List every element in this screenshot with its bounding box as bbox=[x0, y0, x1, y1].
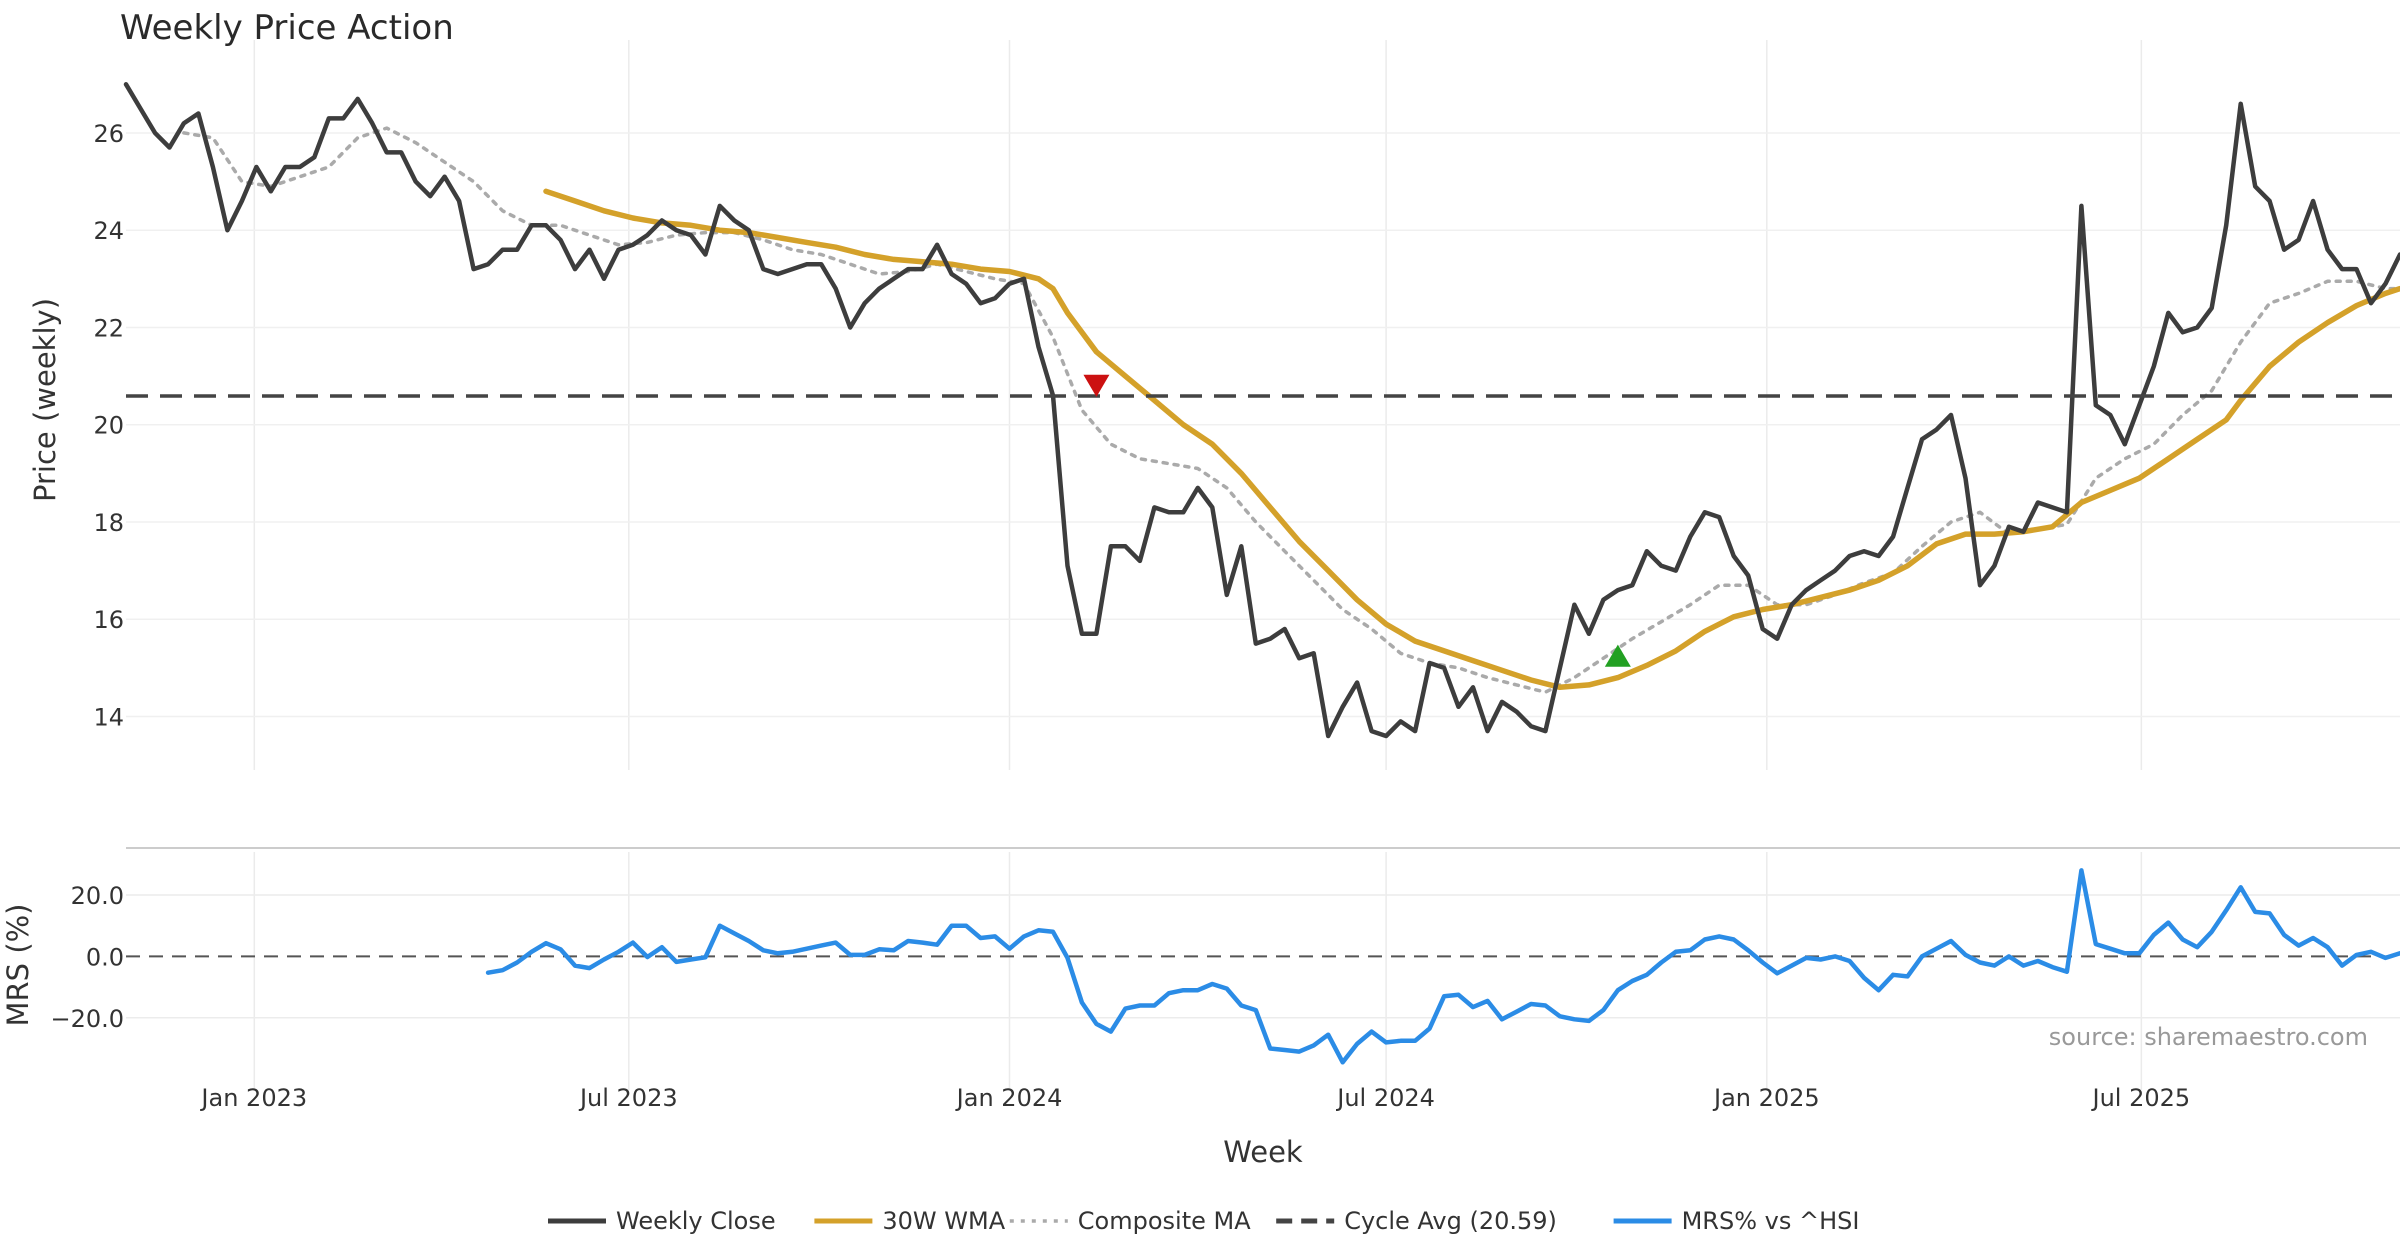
legend-item-weekly-close: Weekly Close bbox=[548, 1207, 776, 1235]
x-tick-label: Jul 2023 bbox=[578, 1084, 678, 1112]
price-y-tick-label: 18 bbox=[93, 509, 124, 537]
30w-wma-line bbox=[543, 188, 2400, 691]
mrs-series-group bbox=[485, 868, 2400, 1065]
mrs-y-tick-label: −20.0 bbox=[50, 1005, 124, 1033]
sell-signal-marker bbox=[1083, 374, 1110, 397]
legend-item-cycle-avg-20-59: Cycle Avg (20.59) bbox=[1276, 1207, 1557, 1235]
price-y-tick-label: 16 bbox=[93, 606, 124, 634]
price-panel-gridlines bbox=[126, 40, 2400, 770]
legend-item-mrs-vs-hsi: MRS% vs ^HSI bbox=[1613, 1207, 1860, 1235]
x-tick-label: Jan 2025 bbox=[1712, 1084, 1820, 1112]
price-y-tick-label: 26 bbox=[93, 120, 124, 148]
legend-label: MRS% vs ^HSI bbox=[1682, 1207, 1860, 1235]
legend-label: 30W WMA bbox=[882, 1207, 1005, 1235]
mrs-y-tick-label: 0.0 bbox=[86, 943, 124, 971]
legend-label: Cycle Avg (20.59) bbox=[1344, 1207, 1557, 1235]
x-tick-label: Jan 2023 bbox=[199, 1084, 307, 1112]
x-tick-labels: Jan 2023 Jul 2023 Jan 2024 Jul 2024 Jan 2025… bbox=[199, 1084, 2190, 1112]
price-y-tick-label: 20 bbox=[93, 412, 124, 440]
chart-title: Weekly Price Action bbox=[120, 8, 454, 48]
price-series-group bbox=[123, 82, 2400, 739]
legend-item-30w-wma: 30W WMA bbox=[814, 1207, 1006, 1235]
price-y-axis-title: Price (weekly) bbox=[28, 298, 62, 502]
price-y-tick-labels: 14 16 18 20 22 24 26 bbox=[93, 120, 124, 732]
legend-label: Composite MA bbox=[1078, 1207, 1251, 1235]
mrs-y-tick-labels: −20.0 0.0 20.0 bbox=[50, 882, 124, 1033]
legend-item-composite-ma: Composite MA bbox=[1009, 1207, 1251, 1235]
signal-markers bbox=[1083, 374, 1631, 667]
price-y-tick-label: 24 bbox=[93, 217, 124, 245]
price-y-tick-label: 14 bbox=[93, 704, 124, 732]
mrs-vs-hsi-line bbox=[485, 868, 2400, 1065]
buy-signal-marker bbox=[1604, 644, 1631, 667]
x-axis-title: Week bbox=[1223, 1135, 1303, 1169]
x-tick-label: Jan 2024 bbox=[955, 1084, 1063, 1112]
mrs-panel-gridlines bbox=[126, 852, 2400, 1090]
legend: Weekly Close 30W WMA Composite MA Cycle Avg… bbox=[548, 1207, 1859, 1235]
weekly-close-line bbox=[123, 82, 2400, 739]
composite-ma-line bbox=[182, 126, 2400, 694]
legend-label: Weekly Close bbox=[616, 1207, 776, 1235]
x-tick-label: Jul 2024 bbox=[1335, 1084, 1435, 1112]
source-annotation: source: sharemaestro.com bbox=[2049, 1023, 2368, 1051]
mrs-y-axis-title: MRS (%) bbox=[1, 904, 35, 1027]
price-y-tick-label: 22 bbox=[93, 314, 124, 342]
mrs-y-tick-label: 20.0 bbox=[71, 882, 124, 910]
x-tick-label: Jul 2025 bbox=[2091, 1084, 2191, 1112]
